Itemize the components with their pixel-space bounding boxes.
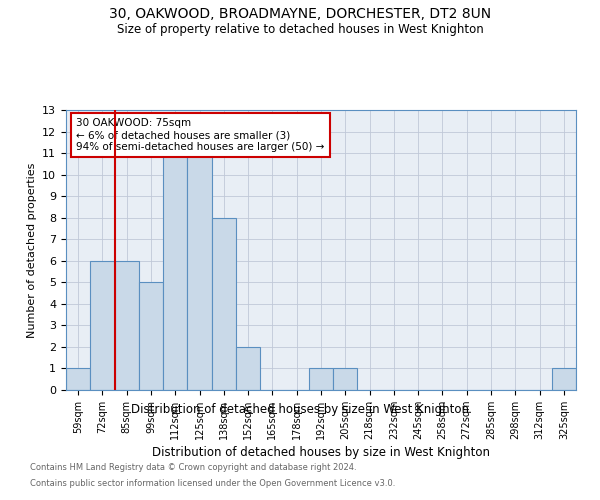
Bar [236,347,260,390]
Bar [115,261,139,390]
Text: Contains public sector information licensed under the Open Government Licence v3: Contains public sector information licen… [30,478,395,488]
Bar [139,282,163,390]
Text: Size of property relative to detached houses in West Knighton: Size of property relative to detached ho… [116,22,484,36]
Bar [333,368,358,390]
Bar [66,368,90,390]
Bar [90,261,115,390]
Text: 30, OAKWOOD, BROADMAYNE, DORCHESTER, DT2 8UN: 30, OAKWOOD, BROADMAYNE, DORCHESTER, DT2… [109,8,491,22]
Bar [163,153,187,390]
Bar [212,218,236,390]
Bar [552,368,576,390]
Bar [309,368,333,390]
Text: Contains HM Land Registry data © Crown copyright and database right 2024.: Contains HM Land Registry data © Crown c… [30,464,356,472]
Y-axis label: Number of detached properties: Number of detached properties [26,162,37,338]
Text: Distribution of detached houses by size in West Knighton: Distribution of detached houses by size … [131,402,469,415]
X-axis label: Distribution of detached houses by size in West Knighton: Distribution of detached houses by size … [152,446,490,459]
Text: 30 OAKWOOD: 75sqm
← 6% of detached houses are smaller (3)
94% of semi-detached h: 30 OAKWOOD: 75sqm ← 6% of detached house… [76,118,325,152]
Bar [187,153,212,390]
